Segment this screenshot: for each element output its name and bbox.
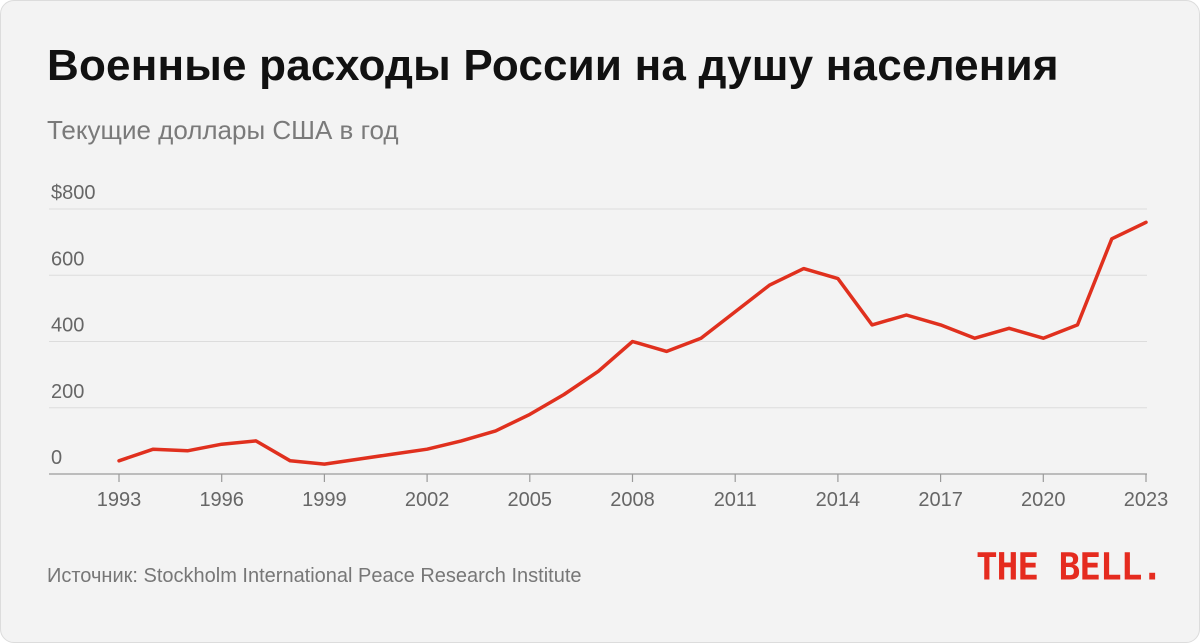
data-point-2006 (563, 393, 566, 396)
x-tick-label-1996: 1996 (199, 489, 244, 511)
data-point-2003 (460, 439, 463, 442)
data-point-2005 (528, 413, 531, 416)
data-point-2023 (1145, 221, 1148, 224)
data-point-2007 (597, 370, 600, 373)
data-point-2016 (905, 314, 908, 317)
y-tick-label-200: 200 (51, 381, 84, 403)
x-tick-label-1999: 1999 (302, 489, 347, 511)
data-point-2011 (734, 310, 737, 313)
chart-subtitle: Текущие доллары США в год (47, 115, 399, 145)
data-point-2001 (391, 453, 394, 456)
data-point-2021 (1076, 323, 1079, 326)
series-line-0 (117, 220, 1148, 466)
y-tick-label-600: 600 (51, 248, 84, 270)
x-tick-label-2023: 2023 (1124, 489, 1169, 511)
data-point-1995 (186, 449, 189, 452)
data-point-2020 (1042, 337, 1045, 340)
x-tick-label-1993: 1993 (97, 489, 142, 511)
line-chart: 0 200 400 600 $800 1993 1996 1999 2002 2005 2008 2… (49, 182, 1169, 511)
x-tick-label-2002: 2002 (405, 489, 450, 511)
x-tick-label-2017: 2017 (918, 489, 963, 511)
data-point-2022 (1110, 237, 1113, 240)
source-note: Источник: Stockholm International Peace … (47, 565, 582, 587)
data-point-2014 (836, 277, 839, 280)
x-tick-label-2014: 2014 (816, 489, 861, 511)
chart-title: Военные расходы России на душу населения (47, 41, 1059, 90)
data-point-2017 (939, 323, 942, 326)
series (117, 220, 1148, 466)
data-point-2009 (665, 350, 668, 353)
x-tick-labels: 1993 1996 1999 2002 2005 2008 2011 2014 2017 2020… (97, 489, 1169, 511)
data-point-2019 (1008, 327, 1011, 330)
y-tick-labels: 0 200 400 600 $800 (51, 182, 96, 469)
x-axis (49, 473, 1147, 482)
grid-lines (49, 208, 1147, 409)
data-point-2002 (426, 448, 429, 451)
data-point-1998 (289, 459, 292, 462)
data-point-2004 (494, 429, 497, 432)
data-point-2010 (699, 337, 702, 340)
data-point-1994 (152, 448, 155, 451)
y-tick-label-800: $800 (51, 182, 96, 204)
data-point-1996 (220, 443, 223, 446)
data-point-2000 (357, 458, 360, 461)
data-point-2018 (973, 337, 976, 340)
x-tick-label-2011: 2011 (714, 489, 757, 511)
data-point-1993 (118, 459, 121, 462)
data-point-2015 (871, 323, 874, 326)
data-point-1997 (254, 439, 257, 442)
x-tick-label-2020: 2020 (1021, 489, 1066, 511)
y-tick-label-0: 0 (51, 447, 62, 469)
data-point-1999 (323, 463, 326, 466)
data-point-2012 (768, 284, 771, 287)
y-tick-label-400: 400 (51, 315, 84, 337)
x-tick-label-2008: 2008 (610, 489, 655, 511)
data-point-2008 (631, 340, 634, 343)
data-point-2013 (802, 267, 805, 270)
x-tick-label-2005: 2005 (508, 489, 553, 511)
the-bell-logo: THE BELL. (976, 545, 1163, 590)
